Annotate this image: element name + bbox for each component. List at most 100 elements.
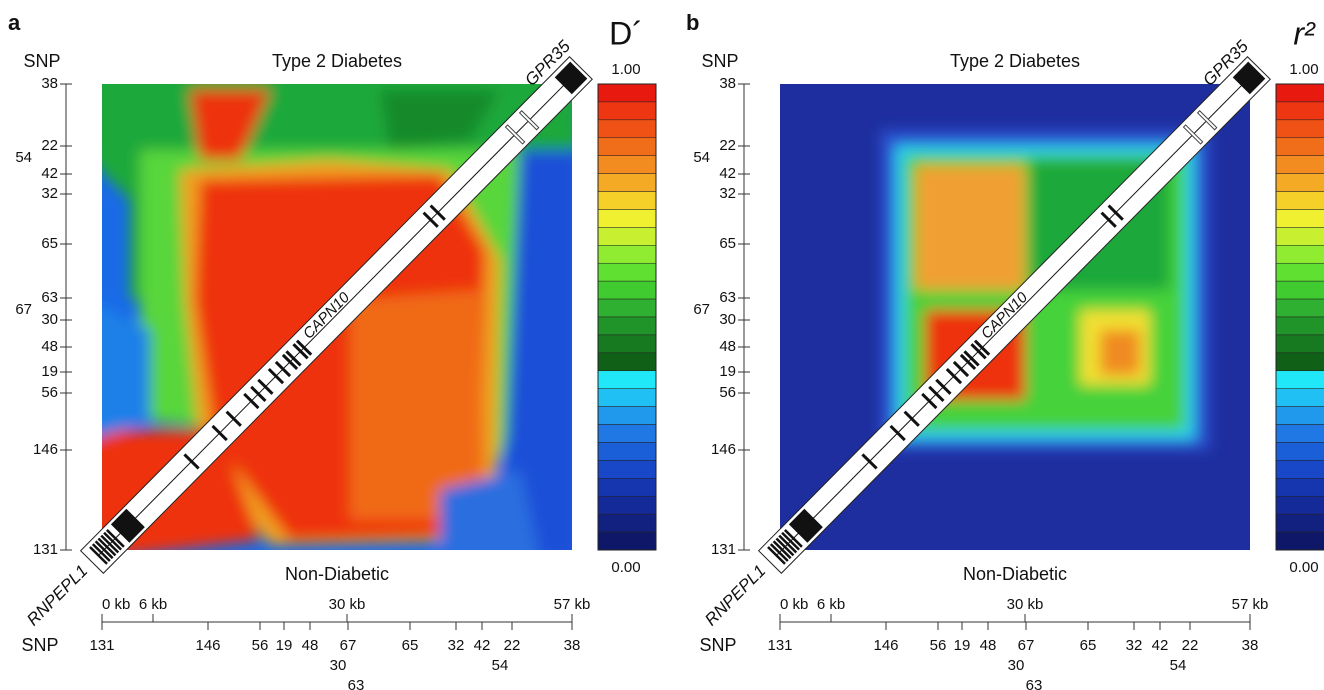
exon bbox=[1107, 204, 1124, 221]
exon bbox=[225, 410, 242, 427]
exon bbox=[295, 339, 313, 356]
y-tick-label: 19 bbox=[41, 363, 58, 380]
y-tick-label: 65 bbox=[41, 235, 58, 252]
exon bbox=[281, 353, 299, 371]
exon bbox=[110, 508, 145, 543]
colorbar-segment bbox=[1275, 531, 1324, 551]
exon bbox=[772, 540, 792, 560]
colorbar-segment bbox=[597, 173, 657, 192]
colorbar-segment bbox=[1275, 119, 1324, 139]
colorbar-max: 1.00 bbox=[1289, 61, 1318, 78]
colorbar-segment bbox=[597, 531, 657, 551]
snp-name: 48 bbox=[980, 637, 997, 654]
exon bbox=[183, 453, 200, 470]
colorbar-segment bbox=[1275, 262, 1324, 282]
bottom-title: Non-Diabetic bbox=[963, 564, 1067, 584]
exon bbox=[429, 204, 446, 221]
exon bbox=[1100, 211, 1117, 228]
gene-name: RNPEPL1 bbox=[23, 561, 91, 629]
y-tick-label: 67 bbox=[693, 301, 710, 318]
colorbar-segment bbox=[597, 83, 657, 103]
snp-label: SNP bbox=[21, 635, 58, 655]
snp-name: 42 bbox=[474, 637, 491, 654]
colorbar-segment bbox=[1275, 191, 1324, 210]
colorbar-segment bbox=[597, 424, 657, 443]
scale-label: 57 kb bbox=[1232, 596, 1269, 613]
exon bbox=[257, 378, 274, 395]
snp-name: 131 bbox=[767, 637, 792, 654]
exon bbox=[959, 353, 977, 371]
snp-name: 56 bbox=[930, 637, 947, 654]
colorbar-segment bbox=[597, 137, 657, 156]
colorbar-min: 0.00 bbox=[611, 559, 640, 576]
exon bbox=[1232, 61, 1266, 95]
colorbar-segment bbox=[1275, 245, 1324, 264]
snp-name: 63 bbox=[1026, 677, 1043, 690]
y-tick-label: 22 bbox=[41, 137, 58, 154]
snp-name: 54 bbox=[492, 657, 509, 674]
snp-name: 54 bbox=[1170, 657, 1187, 674]
scale-label: 0 kb bbox=[780, 596, 808, 613]
colorbar-segment bbox=[597, 334, 657, 354]
snp-name: 67 bbox=[340, 637, 357, 654]
scale-label: 57 kb bbox=[554, 596, 591, 613]
snp-name: 38 bbox=[564, 637, 581, 654]
exon bbox=[775, 537, 795, 557]
exon bbox=[250, 385, 267, 402]
colorbar-segment bbox=[1275, 370, 1324, 389]
y-tick-label: 146 bbox=[33, 441, 58, 458]
colorbar-segment bbox=[597, 191, 657, 210]
gene-line bbox=[98, 71, 578, 556]
panel-letter: b bbox=[686, 10, 699, 35]
colorbar-segment bbox=[597, 478, 657, 497]
snp-name: 32 bbox=[448, 637, 465, 654]
colorbar-min: 0.00 bbox=[1289, 559, 1318, 576]
snp-name: 19 bbox=[954, 637, 971, 654]
exon bbox=[211, 424, 228, 442]
snp-name: 42 bbox=[1152, 637, 1169, 654]
y-tick-label: 63 bbox=[719, 289, 736, 306]
exon bbox=[243, 392, 260, 410]
exon bbox=[921, 392, 938, 410]
y-tick-label: 30 bbox=[41, 311, 58, 328]
colorbar-segment bbox=[597, 262, 657, 282]
colorbar-segment bbox=[597, 406, 657, 425]
colorbar-segment bbox=[597, 298, 657, 318]
y-tick-label: 54 bbox=[693, 149, 710, 166]
colorbar-segment bbox=[597, 227, 657, 246]
colorbar-segment bbox=[597, 101, 657, 121]
colorbar-segment bbox=[597, 280, 657, 300]
snp-name: 22 bbox=[1182, 637, 1199, 654]
y-tick-label: 32 bbox=[41, 185, 58, 202]
y-tick-label: 131 bbox=[711, 541, 736, 558]
colorbar-segment bbox=[1275, 173, 1324, 192]
y-tick-label: 42 bbox=[719, 165, 736, 182]
exon-outline bbox=[1182, 124, 1204, 145]
colorbar-segment bbox=[1275, 209, 1324, 228]
y-tick-label: 32 bbox=[719, 185, 736, 202]
exon bbox=[783, 529, 803, 548]
snp-name: 146 bbox=[195, 637, 220, 654]
exon bbox=[274, 360, 292, 378]
bottom-title: Non-Diabetic bbox=[285, 564, 389, 584]
y-tick-label: 131 bbox=[33, 541, 58, 558]
colorbar-segment bbox=[597, 316, 657, 336]
exon bbox=[769, 543, 789, 562]
scale-label: 30 kb bbox=[1007, 596, 1044, 613]
y-tick-label: 146 bbox=[711, 441, 736, 458]
y-tick-label: 38 bbox=[41, 75, 58, 92]
exon bbox=[100, 534, 120, 554]
y-tick-label: 67 bbox=[15, 301, 32, 318]
snp-label: SNP bbox=[699, 635, 736, 655]
colorbar-segment bbox=[1275, 513, 1324, 533]
colorbar-segment bbox=[1275, 83, 1324, 103]
colorbar-frame bbox=[597, 83, 657, 551]
exon bbox=[97, 537, 117, 557]
exon bbox=[952, 360, 970, 378]
colorbar-segment bbox=[597, 495, 657, 515]
top-title: Type 2 Diabetes bbox=[272, 51, 402, 71]
axis-label: SNP bbox=[23, 51, 60, 71]
colorbar-max: 1.00 bbox=[611, 61, 640, 78]
gene-line bbox=[776, 71, 1256, 556]
